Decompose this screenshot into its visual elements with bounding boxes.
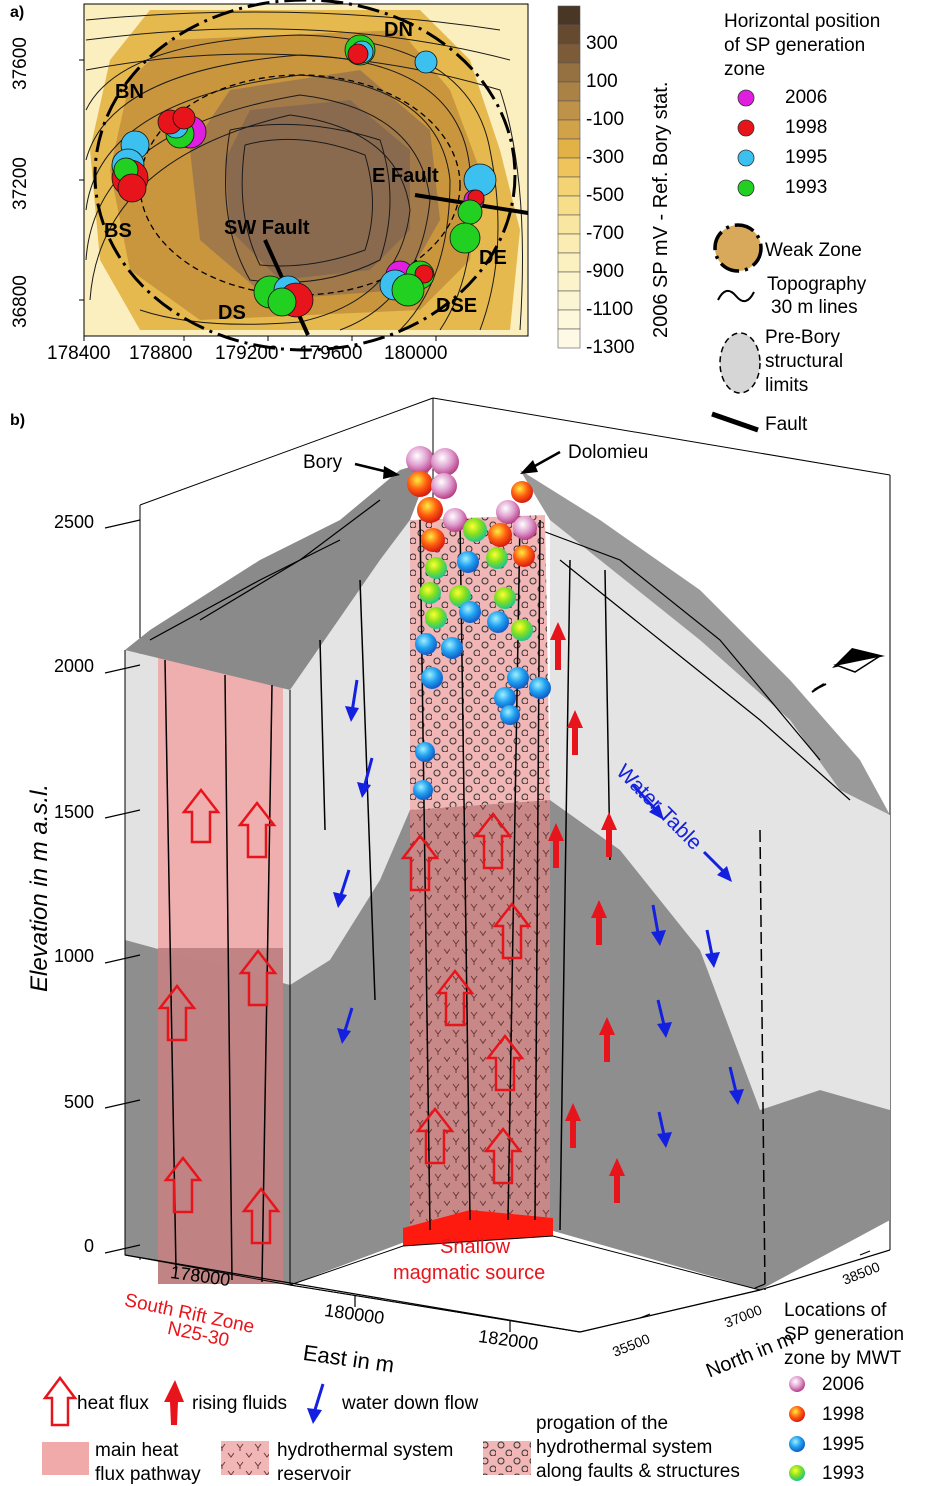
elev-tick: 2000 (54, 656, 95, 676)
map-x-tick: 178400 (47, 343, 111, 364)
legend-progation: along faults & structures (536, 1461, 740, 1482)
label-sw-fault: SW Fault (224, 217, 310, 239)
label-shallow: magmatic source (393, 1262, 546, 1284)
north-arrow-icon (811, 648, 885, 693)
legend-hydrothermal: hydrothermal system (277, 1440, 454, 1461)
label-bs: BS (104, 220, 132, 242)
legend-title-line: zone (724, 59, 766, 80)
mwt-title: zone by MWT (784, 1348, 902, 1369)
mwt-year: 1995 (822, 1434, 865, 1455)
label-ds: DS (218, 302, 246, 324)
legend-year: 1998 (785, 117, 828, 138)
legend-progation: progation of the (536, 1413, 669, 1434)
legend-pre-bory: Pre-Bory (765, 327, 840, 348)
legend-topography: 30 m lines (771, 297, 858, 318)
legend-pre-bory: structural (765, 351, 844, 372)
legend-a-symbols (711, 89, 763, 433)
legend-title-line: Horizontal position (724, 11, 881, 32)
map-x-tick: 179600 (299, 343, 363, 364)
legend-year: 2006 (785, 87, 828, 108)
label-shallow: Shallow (440, 1236, 511, 1258)
label-dn: DN (384, 19, 413, 41)
mwt-title: SP generation (784, 1324, 905, 1345)
mwt-year: 1998 (822, 1404, 865, 1425)
legend-year: 1995 (785, 147, 828, 168)
legend-fault: Fault (765, 414, 808, 435)
legend-year: 1993 (785, 177, 828, 198)
label-bn: BN (115, 81, 144, 103)
panel-b-label: b) (10, 412, 26, 429)
legend-rising-fluids: rising fluids (192, 1393, 288, 1414)
colorbar-tick: -1100 (586, 299, 634, 320)
legend-hydrothermal: reservoir (277, 1464, 351, 1485)
colorbar-tick: -900 (586, 261, 625, 282)
label-dse: DSE (436, 295, 478, 317)
legend-water-down-flow: water down flow (342, 1393, 479, 1414)
elev-tick: 1000 (54, 946, 95, 966)
colorbar (557, 5, 581, 349)
map-x-tick: 179200 (215, 343, 279, 364)
colorbar-tick: -1300 (586, 337, 635, 358)
block-diagram (42, 397, 891, 1427)
legend-main-heat: flux pathway (95, 1464, 201, 1485)
legend-weak-zone: Weak Zone (765, 240, 862, 261)
legend-progation: hydrothermal system (536, 1437, 713, 1458)
label-dolomieu: Dolomieu (568, 442, 649, 463)
mwt-year: 2006 (822, 1374, 865, 1395)
legend-title-line: of SP generation (724, 35, 866, 56)
legend-main-heat: main heat (95, 1440, 179, 1461)
colorbar-tick: -700 (586, 223, 625, 244)
elev-tick: 0 (84, 1236, 95, 1256)
panel-a-label: a) (10, 4, 25, 21)
label-e-fault: E Fault (372, 165, 439, 187)
colorbar-tick: -100 (586, 109, 625, 130)
legend-heat-flux: heat flux (77, 1393, 149, 1414)
elev-tick: 1500 (54, 802, 95, 822)
mwt-year: 1993 (822, 1463, 865, 1484)
label-bory: Bory (303, 452, 343, 473)
colorbar-tick: 100 (586, 71, 618, 92)
legend-topography: Topography (767, 274, 867, 295)
map-y-tick: 37600 (10, 37, 31, 90)
colorbar-tick: -300 (586, 147, 625, 168)
map-x-tick: 178800 (129, 343, 193, 364)
colorbar-tick: -500 (586, 185, 625, 206)
y-axis-label: Elevation in m a.s.l. (26, 783, 53, 992)
sp-map (79, 0, 529, 352)
bottom-legend-swatches (42, 1376, 805, 1481)
map-x-tick: 180000 (384, 343, 448, 364)
label-de: DE (479, 247, 507, 269)
colorbar-title: 2006 SP mV - Ref. Bory stat. (650, 81, 672, 338)
legend-pre-bory: limits (765, 375, 809, 396)
elev-tick: 500 (64, 1092, 95, 1112)
elev-tick: 2500 (54, 512, 95, 532)
map-y-tick: 36800 (10, 275, 31, 328)
mwt-title: Locations of (784, 1300, 887, 1321)
map-y-tick: 37200 (10, 157, 31, 210)
colorbar-tick: 300 (586, 33, 618, 54)
